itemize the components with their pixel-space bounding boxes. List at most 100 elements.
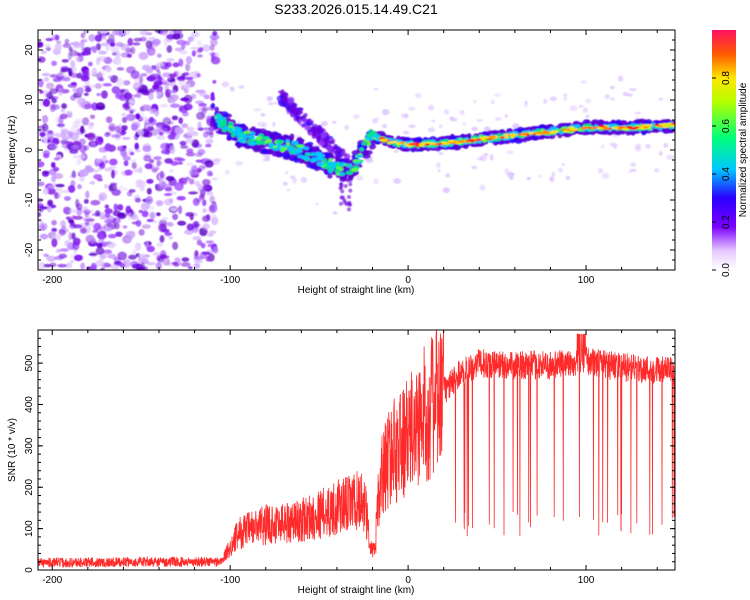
heatmap-cell [543,98,548,105]
heatmap-cell [111,169,116,179]
heatmap-cell [260,113,266,117]
heatmap-cell [132,81,143,90]
heatmap-cell [172,241,179,251]
heatmap-cell [143,131,153,138]
heatmap-cell [197,183,203,190]
heatmap-cell [197,121,202,130]
heatmap-cell [58,88,63,97]
heatmap-cell [302,117,308,124]
heatmap-cell [355,154,364,158]
heatmap-cell [156,124,163,132]
heatmap-cell [101,211,106,218]
heatmap-cell [280,146,288,150]
heatmap-cell [494,93,501,97]
heatmap-cell [196,111,205,120]
heatmap-cell [39,233,49,240]
heatmap-cell [609,97,616,101]
heatmap-cell [38,212,42,218]
heatmap-cell [248,127,257,133]
heatmap-cell [323,167,328,173]
heatmap-cell [184,176,191,180]
heatmap-cell [164,158,173,164]
heatmap-cell [654,168,659,173]
heatmap-cell [471,165,478,170]
heatmap-cell [113,203,118,212]
heatmap-cell [176,39,186,45]
heatmap-cell [172,30,182,35]
heatmap-cell [645,143,651,149]
heatmap-cell [93,222,102,231]
heatmap-cell [436,162,441,168]
heatmap-cell [70,125,79,133]
heatmap-cell [132,168,140,173]
heatmap-cell [51,227,58,232]
heatmap-cell [94,34,103,42]
heatmap-cell [71,232,76,240]
heatmap-cell [172,32,181,40]
heatmap-cell [197,47,204,52]
heatmap-cell [628,170,633,173]
heatmap-cell [669,124,675,127]
heatmap-cell [283,153,291,159]
heatmap-cell [353,113,360,120]
heatmap-cell [116,66,125,71]
heatmap-cell [272,135,279,141]
heatmap-cell [73,224,83,229]
heatmap-cell [39,89,44,94]
heatmap-cell [142,116,149,122]
heatmap-cell [51,60,57,67]
heatmap-cell [187,36,195,42]
heatmap-cell [621,127,629,131]
heatmap-cell [38,56,46,63]
heatmap-cell [611,126,620,130]
heatmap-cell [599,125,605,128]
heatmap-cell [38,160,45,168]
heatmap-cell [548,131,559,134]
heatmap-cell [105,44,111,52]
heatmap-cell [168,89,177,94]
heatmap-cell [60,108,66,113]
heatmap-cell [286,106,291,113]
heatmap-cell [172,62,180,68]
heatmap-cell [47,199,54,206]
heatmap-cell [80,125,85,134]
heatmap-cell [103,249,113,255]
heatmap-cell [298,118,302,126]
heatmap-cell [537,128,541,132]
heatmap-cell [128,230,136,237]
heatmap-cell [339,201,344,206]
heatmap-cell [77,184,82,190]
heatmap-cell [61,225,67,229]
heatmap-cell [474,138,482,142]
heatmap-cell [296,136,303,143]
heatmap-cell [418,146,426,151]
heatmap-cell [146,126,155,131]
heatmap-cell [209,195,215,204]
heatmap-cell [87,61,93,67]
heatmap-cell [61,103,67,110]
heatmap-cell [186,162,194,167]
heatmap-cell [205,255,211,262]
heatmap-cell [130,70,140,80]
heatmap-cell [462,122,466,126]
heatmap-cell [110,133,121,139]
spectrogram-y-tick-label: 10 [24,94,35,106]
heatmap-cell [542,131,550,134]
heatmap-cell [191,131,199,137]
colorbar-gradient [712,30,736,270]
heatmap-cell [44,77,50,82]
heatmap-cell [104,219,113,224]
heatmap-cell [243,130,251,135]
heatmap-cell [134,197,141,203]
heatmap-cell [190,31,200,38]
heatmap-cell [193,263,201,269]
heatmap-cell [41,170,50,177]
heatmap-cell [132,249,137,255]
heatmap-cell [88,34,96,42]
snr-y-tick-label: 300 [24,437,35,454]
heatmap-cell [604,94,610,100]
heatmap-cell [93,173,103,180]
heatmap-cell [661,125,670,128]
heatmap-cell [287,148,296,152]
heatmap-cell [110,263,120,270]
